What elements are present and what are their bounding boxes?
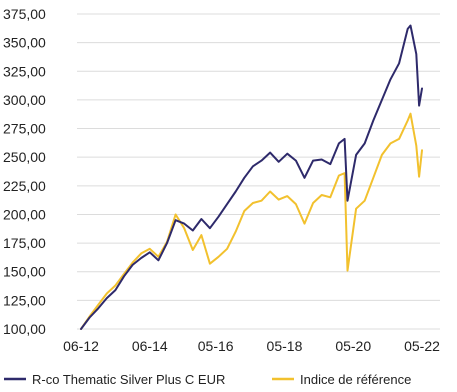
- legend: R-co Thematic Silver Plus C EUR Indice de…: [4, 372, 411, 387]
- y-tick-label: 325,00: [3, 63, 46, 79]
- y-tick-label: 225,00: [3, 178, 46, 194]
- x-tick-labels: 06-12 06-14 05-16 05-18 05-20 05-22: [63, 338, 440, 354]
- x-tick-label: 06-14: [132, 338, 168, 354]
- series-line-fund: [80, 24, 423, 330]
- legend-item-benchmark: Indice de référence: [272, 372, 411, 387]
- y-tick-label: 125,00: [3, 292, 46, 308]
- y-tick-label: 150,00: [3, 264, 46, 280]
- x-tick-label: 05-20: [335, 338, 371, 354]
- legend-label: R-co Thematic Silver Plus C EUR: [32, 372, 225, 387]
- x-tick-label: 05-16: [198, 338, 234, 354]
- y-tick-label: 200,00: [3, 206, 46, 222]
- grid-layer: [77, 13, 440, 330]
- x-tick-label: 06-12: [63, 338, 99, 354]
- legend-item-fund: R-co Thematic Silver Plus C EUR: [4, 372, 225, 387]
- legend-label: Indice de référence: [300, 372, 411, 387]
- y-tick-label: 100,00: [3, 321, 46, 337]
- y-tick-label: 275,00: [3, 121, 46, 137]
- series-line-benchmark: [80, 112, 423, 330]
- y-tick-label: 350,00: [3, 35, 46, 51]
- x-tick-label: 05-22: [404, 338, 440, 354]
- y-tick-label: 175,00: [3, 235, 46, 251]
- y-tick-label: 300,00: [3, 92, 46, 108]
- y-tick-labels: 375,00 350,00 325,00 300,00 275,00 250,00 225,…: [3, 6, 46, 337]
- y-tick-label: 375,00: [3, 6, 46, 22]
- y-tick-label: 250,00: [3, 149, 46, 165]
- series-layer: [80, 24, 423, 330]
- x-tick-label: 05-18: [267, 338, 303, 354]
